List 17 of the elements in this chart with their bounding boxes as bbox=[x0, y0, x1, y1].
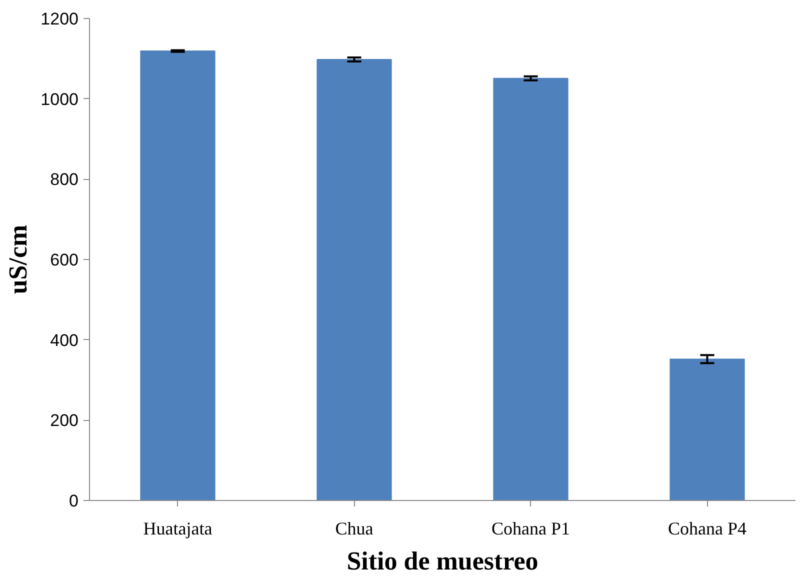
y-tick-label: 600 bbox=[50, 250, 79, 270]
y-tick-label: 1000 bbox=[40, 90, 79, 109]
bar bbox=[493, 78, 568, 500]
y-tick-label: 400 bbox=[50, 330, 79, 350]
bar bbox=[140, 50, 216, 500]
y-axis-title: uS/cm bbox=[4, 224, 33, 294]
y-tick-label: 0 bbox=[69, 492, 79, 510]
y-tick-label: 800 bbox=[50, 170, 79, 190]
x-tick-label: Cohana P1 bbox=[492, 518, 570, 538]
y-tick-label: 200 bbox=[50, 411, 79, 430]
x-axis-title: Sitio de muestreo bbox=[346, 546, 538, 576]
x-tick-label: Cohana P4 bbox=[668, 518, 746, 538]
y-tick-label: 1200 bbox=[40, 10, 79, 28]
x-tick-label: Huatajata bbox=[143, 518, 212, 538]
bar bbox=[316, 58, 392, 500]
x-tick-label: Chua bbox=[335, 518, 374, 538]
bar bbox=[670, 358, 745, 500]
